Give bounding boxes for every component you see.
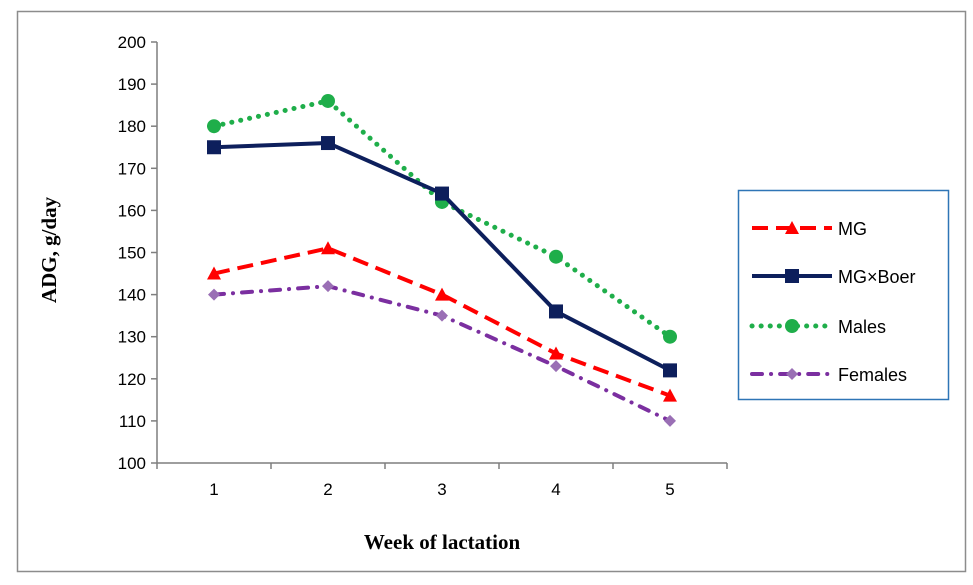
- series-triangle: [207, 241, 677, 402]
- x-tick-label: 5: [665, 480, 674, 499]
- legend-swatch-marker: [785, 269, 799, 283]
- data-point: [435, 186, 449, 201]
- data-point: [207, 266, 221, 280]
- legend-entry: Males: [749, 317, 886, 337]
- x-tick-label: 3: [437, 480, 446, 499]
- data-point: [663, 388, 677, 402]
- y-axis-title: ADG, g/day: [37, 196, 61, 303]
- data-point: [549, 304, 563, 319]
- data-point: [436, 309, 448, 322]
- data-point: [322, 280, 334, 293]
- legend-entry: MG: [752, 219, 867, 239]
- data-point: [207, 140, 221, 155]
- y-tick-label: 140: [118, 286, 146, 305]
- y-tick-label: 170: [118, 159, 146, 178]
- legend-label: MG×Boer: [838, 267, 916, 287]
- series-layer: [207, 93, 677, 427]
- y-tick-labels: 100 110 120 130 140 150 160 170 180 190 200: [118, 33, 146, 473]
- data-point: [321, 241, 335, 255]
- y-tick-label: 120: [118, 370, 146, 389]
- data-point: [208, 288, 220, 301]
- x-tick-label: 4: [551, 480, 560, 499]
- legend-swatch-marker: [785, 319, 799, 333]
- axes: [151, 41, 728, 469]
- series-diamond: [208, 280, 676, 427]
- y-tick-label: 190: [118, 75, 146, 94]
- legend: MG MG×Boer Males Females: [737, 189, 950, 401]
- data-point: [321, 93, 335, 108]
- y-tick-label: 100: [118, 454, 146, 473]
- legend-label: MG: [838, 219, 867, 239]
- data-point: [207, 119, 221, 134]
- legend-box: [737, 189, 950, 401]
- y-tick-label: 110: [119, 412, 146, 431]
- series-square: [207, 136, 677, 378]
- x-tick-label: 2: [323, 480, 332, 499]
- y-tick-label: 160: [118, 201, 146, 220]
- x-tick-label: 1: [209, 480, 218, 499]
- data-point: [663, 329, 677, 344]
- legend-entry: MG×Boer: [752, 267, 916, 287]
- series-line: [213, 246, 671, 398]
- legend-entry: Females: [750, 365, 907, 385]
- x-tick-labels: 1 2 3 4 5: [209, 480, 674, 499]
- data-point: [549, 346, 563, 360]
- legend-items: MG MG×Boer Males Females: [749, 219, 916, 385]
- y-tick-label: 180: [118, 117, 146, 136]
- data-point: [549, 249, 563, 264]
- data-point: [664, 414, 676, 427]
- y-tick-label: 200: [118, 33, 146, 52]
- y-tick-label: 150: [118, 244, 146, 263]
- data-point: [435, 287, 449, 301]
- data-point: [321, 136, 335, 151]
- data-point: [550, 360, 562, 373]
- legend-swatch-marker: [785, 221, 799, 234]
- data-point: [663, 363, 677, 378]
- y-tick-label: 130: [118, 328, 146, 347]
- legend-label: Females: [838, 365, 907, 385]
- legend-swatch-marker: [786, 368, 798, 380]
- x-axis-title: Week of lactation: [364, 530, 521, 554]
- legend-label: Males: [838, 317, 886, 337]
